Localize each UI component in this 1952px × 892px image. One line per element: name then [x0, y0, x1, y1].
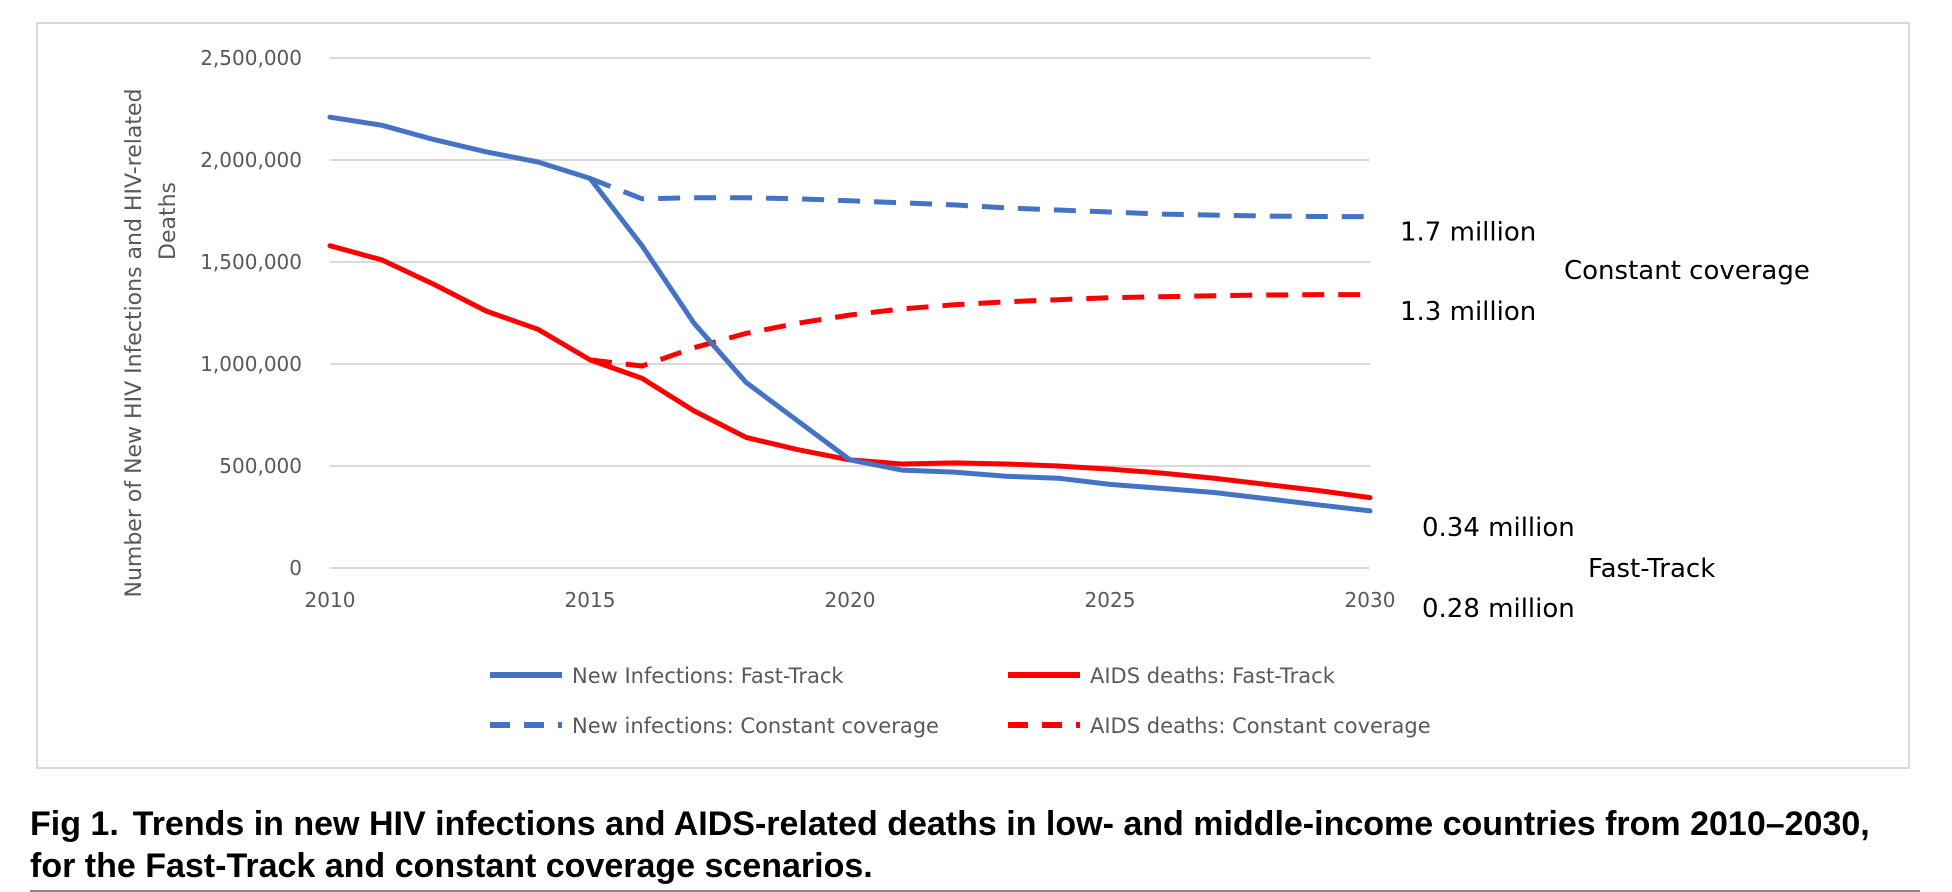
y-tick-label: 2,500,000	[200, 46, 302, 70]
annotation-label: 0.34 million	[1422, 513, 1575, 543]
chart-frame	[36, 22, 1910, 769]
legend-label: AIDS deaths: Fast-Track	[1090, 664, 1336, 688]
legend-label: New infections: Constant coverage	[572, 714, 939, 738]
series-line	[589, 176, 1371, 220]
y-axis-title-line2: Deaths	[156, 182, 181, 260]
figure-caption-text: Trends in new HIV infections and AIDS-re…	[30, 805, 1870, 885]
y-tick-label: 500,000	[219, 454, 302, 478]
x-tick-label: 2010	[305, 588, 356, 612]
line-chart: 0 500,000 1,000,000 1,500,000 2,000,000 2,500…	[122, 46, 1810, 738]
y-tick-label: 0	[289, 556, 302, 580]
annotation-label: 1.7 million	[1400, 217, 1536, 247]
annotation-label: 0.28 million	[1422, 594, 1575, 624]
x-tick-label: 2030	[1345, 588, 1396, 612]
x-tick-label: 2020	[825, 588, 876, 612]
x-tick-label: 2025	[1085, 588, 1136, 612]
y-axis-title: Number of New HIV Infections and HIV-rel…	[122, 89, 147, 598]
series-line	[327, 114, 1373, 514]
x-tick-label: 2015	[565, 588, 616, 612]
figure-caption: Fig 1. Trends in new HIV infections and A…	[30, 803, 1920, 887]
legend-label: New Infections: Fast-Track	[572, 664, 844, 688]
bottom-rule	[30, 890, 1920, 892]
annotation-label: Constant coverage	[1564, 256, 1810, 286]
annotation-label: 1.3 million	[1400, 297, 1536, 327]
series-line	[589, 292, 1370, 369]
annotation-label: Fast-Track	[1588, 554, 1715, 584]
legend-label: AIDS deaths: Constant coverage	[1090, 714, 1431, 738]
y-tick-label: 2,000,000	[200, 148, 302, 172]
figure-label: Fig 1.	[30, 805, 119, 843]
y-tick-label: 1,000,000	[200, 352, 302, 376]
y-tick-label: 1,500,000	[200, 250, 302, 274]
